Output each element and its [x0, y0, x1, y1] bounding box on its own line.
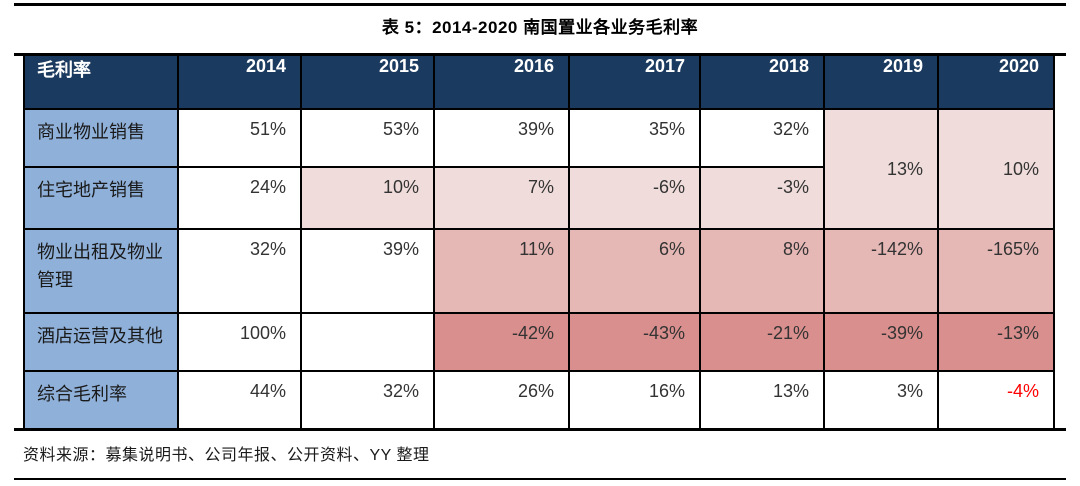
value-cell: -21% — [699, 312, 825, 372]
value-cell: 6% — [568, 228, 701, 314]
value-cell: 26% — [433, 370, 570, 430]
table-row-commercial-property-sales: 商业物业销售 51% 53% 39% 35% 32% 13% 10% — [23, 108, 1055, 230]
value-cell: -43% — [568, 312, 701, 372]
table-bottom-rule — [14, 428, 1066, 431]
value-cell: 8% — [699, 228, 825, 314]
table-row-overall-margin: 综合毛利率 44% 32% 26% 16% 13% 3% -4% — [23, 370, 1055, 430]
table-title: 表 5：2014-2020 南国置业各业务毛利率 — [381, 18, 699, 37]
header-cell-margin: 毛利率 — [23, 54, 179, 110]
table-row-hotel-other: 酒店运营及其他 100% -42% -43% -21% -39% -13% — [23, 312, 1055, 372]
value-cell: -6% — [568, 166, 701, 230]
header-cell-2014: 2014 — [177, 54, 302, 110]
value-cell: 39% — [433, 108, 570, 168]
value-cell: 32% — [699, 108, 825, 168]
value-cell: 100% — [177, 312, 302, 372]
value-cell: 51% — [177, 108, 302, 168]
value-cell — [300, 312, 435, 372]
top-rule — [14, 3, 1066, 6]
row-label: 商业物业销售 — [23, 108, 179, 168]
row-label: 酒店运营及其他 — [23, 312, 179, 372]
value-cell: 32% — [300, 370, 435, 430]
value-cell: -3% — [699, 166, 825, 230]
value-cell: 3% — [823, 370, 939, 430]
header-cell-2018: 2018 — [699, 54, 825, 110]
bottom-rule — [14, 478, 1066, 480]
header-cell-2017: 2017 — [568, 54, 701, 110]
value-cell: 44% — [177, 370, 302, 430]
header-cell-2019: 2019 — [823, 54, 939, 110]
table-row-leasing-management: 物业出租及物业管理 32% 39% 11% 6% 8% -142% -165% — [23, 228, 1055, 314]
value-cell: -13% — [937, 312, 1055, 372]
table-row-residential-sales: 住宅地产销售 24% 10% 7% -6% -3% — [23, 166, 1054, 230]
value-cell: 35% — [568, 108, 701, 168]
value-cell: 11% — [433, 228, 570, 314]
value-cell: -42% — [433, 312, 570, 372]
value-cell: 13% — [699, 370, 825, 430]
header-row: 毛利率 2014 2015 2016 2017 2018 2019 2020 — [23, 54, 1055, 110]
value-cell-negative: -4% — [937, 370, 1055, 430]
value-cell: -165% — [937, 228, 1055, 314]
gross-margin-table: 毛利率 2014 2015 2016 2017 2018 2019 2020 商… — [23, 54, 1055, 430]
value-cell: -142% — [823, 228, 939, 314]
row-label: 住宅地产销售 — [23, 166, 179, 230]
value-cell: -39% — [823, 312, 939, 372]
value-cell-merged-2020: 10% — [937, 108, 1055, 230]
value-cell: 53% — [300, 108, 435, 168]
value-cell: 16% — [568, 370, 701, 430]
header-cell-2015: 2015 — [300, 54, 435, 110]
value-cell: 39% — [300, 228, 435, 314]
row-label: 物业出租及物业管理 — [23, 228, 179, 314]
value-cell: 24% — [177, 166, 302, 230]
value-cell-merged-2019: 13% — [823, 108, 939, 230]
value-cell: 7% — [433, 166, 570, 230]
value-cell: 32% — [177, 228, 302, 314]
value-cell: 10% — [300, 166, 435, 230]
header-cell-2020: 2020 — [937, 54, 1055, 110]
source-note: 资料来源：募集说明书、公司年报、公开资料、YY 整理 — [23, 447, 430, 464]
row-label: 综合毛利率 — [23, 370, 179, 430]
header-cell-2016: 2016 — [433, 54, 570, 110]
